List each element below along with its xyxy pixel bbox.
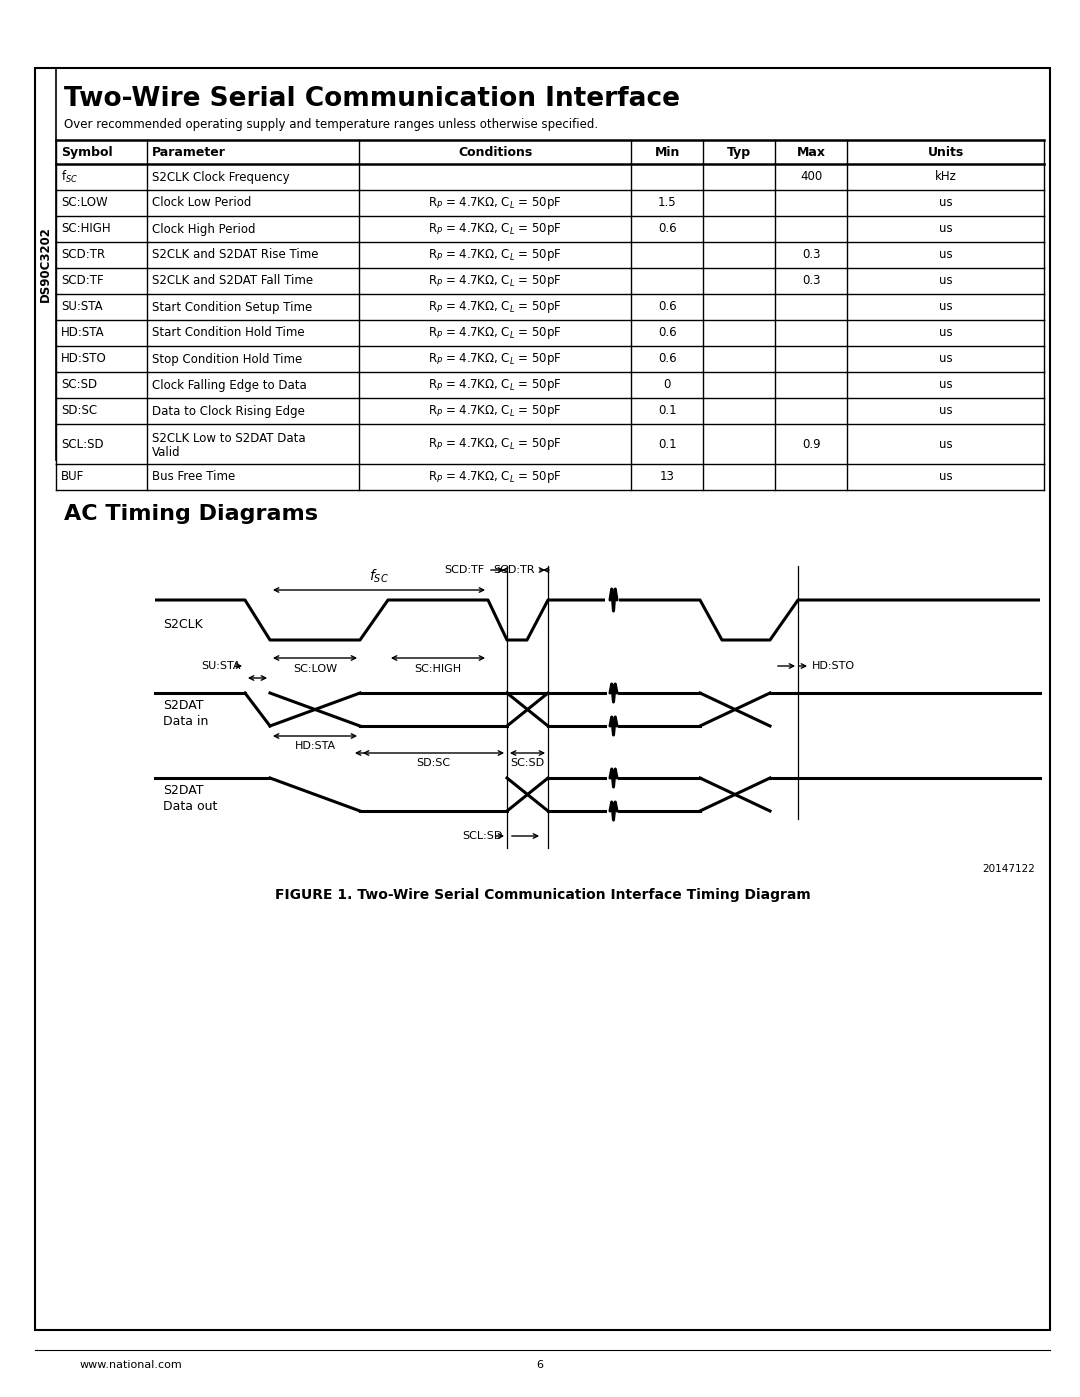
Text: FIGURE 1. Two-Wire Serial Communication Interface Timing Diagram: FIGURE 1. Two-Wire Serial Communication …	[274, 888, 810, 902]
Text: Bus Free Time: Bus Free Time	[152, 471, 235, 483]
Text: us: us	[939, 197, 953, 210]
Text: 0.1: 0.1	[658, 437, 676, 450]
Text: R$_P$ = 4.7KΩ, C$_L$ = 50pF: R$_P$ = 4.7KΩ, C$_L$ = 50pF	[429, 377, 562, 393]
Text: SCL:SD: SCL:SD	[60, 437, 104, 450]
Text: us: us	[939, 352, 953, 366]
Text: Max: Max	[797, 147, 826, 159]
Text: HD:STA: HD:STA	[295, 740, 336, 752]
Text: $f_{SC}$: $f_{SC}$	[369, 567, 389, 585]
Text: SC:HIGH: SC:HIGH	[415, 664, 461, 673]
Text: us: us	[939, 249, 953, 261]
Text: SD:SC: SD:SC	[417, 759, 450, 768]
Text: us: us	[939, 327, 953, 339]
Text: 0.9: 0.9	[802, 437, 821, 450]
Text: Conditions: Conditions	[458, 147, 532, 159]
Text: SCD:TR: SCD:TR	[60, 249, 105, 261]
Text: 0.3: 0.3	[802, 274, 821, 288]
Text: S2CLK and S2DAT Rise Time: S2CLK and S2DAT Rise Time	[152, 249, 319, 261]
Text: SCD:TF: SCD:TF	[60, 274, 104, 288]
Text: SC:HIGH: SC:HIGH	[60, 222, 110, 236]
Text: us: us	[939, 274, 953, 288]
Text: S2CLK Clock Frequency: S2CLK Clock Frequency	[152, 170, 289, 183]
Text: Typ: Typ	[727, 147, 752, 159]
Text: SCD:TR: SCD:TR	[494, 564, 535, 576]
Text: Two-Wire Serial Communication Interface: Two-Wire Serial Communication Interface	[64, 87, 680, 112]
Text: us: us	[939, 471, 953, 483]
Text: SC:LOW: SC:LOW	[60, 197, 108, 210]
Text: Min: Min	[654, 147, 679, 159]
Text: Valid: Valid	[152, 446, 180, 460]
Text: R$_P$ = 4.7KΩ, C$_L$ = 50pF: R$_P$ = 4.7KΩ, C$_L$ = 50pF	[429, 299, 562, 314]
Text: SD:SC: SD:SC	[60, 405, 97, 418]
Text: www.national.com: www.national.com	[80, 1361, 183, 1370]
Text: HD:STO: HD:STO	[812, 661, 855, 671]
Text: 0.6: 0.6	[658, 327, 676, 339]
Text: AC Timing Diagrams: AC Timing Diagrams	[64, 504, 318, 524]
Text: Stop Condition Hold Time: Stop Condition Hold Time	[152, 352, 302, 366]
Text: 0.6: 0.6	[658, 352, 676, 366]
Text: S2DAT
Data out: S2DAT Data out	[163, 784, 217, 813]
Text: SC:SD: SC:SD	[510, 759, 544, 768]
Text: Start Condition Setup Time: Start Condition Setup Time	[152, 300, 312, 313]
Text: 20147122: 20147122	[982, 863, 1035, 875]
Text: 0.6: 0.6	[658, 222, 676, 236]
Text: 0.1: 0.1	[658, 405, 676, 418]
Text: Clock Low Period: Clock Low Period	[152, 197, 252, 210]
Text: SU:STA: SU:STA	[202, 661, 241, 671]
Text: BUF: BUF	[60, 471, 84, 483]
Text: DS90C3202: DS90C3202	[39, 226, 52, 302]
Text: us: us	[939, 300, 953, 313]
Text: R$_P$ = 4.7KΩ, C$_L$ = 50pF: R$_P$ = 4.7KΩ, C$_L$ = 50pF	[429, 221, 562, 237]
Text: S2DAT
Data in: S2DAT Data in	[163, 698, 208, 728]
Text: R$_P$ = 4.7KΩ, C$_L$ = 50pF: R$_P$ = 4.7KΩ, C$_L$ = 50pF	[429, 247, 562, 263]
Text: Parameter: Parameter	[152, 147, 226, 159]
Text: S2CLK Low to S2DAT Data: S2CLK Low to S2DAT Data	[152, 432, 306, 446]
Text: us: us	[939, 405, 953, 418]
Text: Clock Falling Edge to Data: Clock Falling Edge to Data	[152, 379, 307, 391]
Text: S2CLK and S2DAT Fall Time: S2CLK and S2DAT Fall Time	[152, 274, 313, 288]
Text: HD:STO: HD:STO	[60, 352, 107, 366]
Text: 1.5: 1.5	[658, 197, 676, 210]
Text: S2CLK: S2CLK	[163, 617, 203, 630]
Text: us: us	[939, 379, 953, 391]
Text: Units: Units	[928, 147, 963, 159]
Text: 6: 6	[537, 1361, 543, 1370]
Text: R$_P$ = 4.7KΩ, C$_L$ = 50pF: R$_P$ = 4.7KΩ, C$_L$ = 50pF	[429, 272, 562, 289]
Text: Start Condition Hold Time: Start Condition Hold Time	[152, 327, 305, 339]
Text: R$_P$ = 4.7KΩ, C$_L$ = 50pF: R$_P$ = 4.7KΩ, C$_L$ = 50pF	[429, 196, 562, 211]
Text: R$_P$ = 4.7KΩ, C$_L$ = 50pF: R$_P$ = 4.7KΩ, C$_L$ = 50pF	[429, 351, 562, 367]
Text: us: us	[939, 437, 953, 450]
Text: Over recommended operating supply and temperature ranges unless otherwise specif: Over recommended operating supply and te…	[64, 117, 598, 131]
Text: R$_P$ = 4.7KΩ, C$_L$ = 50pF: R$_P$ = 4.7KΩ, C$_L$ = 50pF	[429, 402, 562, 419]
Text: Data to Clock Rising Edge: Data to Clock Rising Edge	[152, 405, 305, 418]
Text: Symbol: Symbol	[60, 147, 112, 159]
Text: SCL:SD: SCL:SD	[462, 831, 503, 841]
Text: 0: 0	[663, 379, 671, 391]
Text: kHz: kHz	[935, 170, 957, 183]
Text: HD:STA: HD:STA	[60, 327, 105, 339]
Text: f$_{SC}$: f$_{SC}$	[60, 169, 78, 184]
Text: us: us	[939, 222, 953, 236]
Text: R$_P$ = 4.7KΩ, C$_L$ = 50pF: R$_P$ = 4.7KΩ, C$_L$ = 50pF	[429, 436, 562, 453]
Text: 13: 13	[660, 471, 675, 483]
Text: Clock High Period: Clock High Period	[152, 222, 255, 236]
Text: SC:LOW: SC:LOW	[293, 664, 337, 673]
Text: SCD:TF: SCD:TF	[444, 564, 484, 576]
Text: R$_P$ = 4.7KΩ, C$_L$ = 50pF: R$_P$ = 4.7KΩ, C$_L$ = 50pF	[429, 469, 562, 485]
Text: 0.6: 0.6	[658, 300, 676, 313]
Text: 400: 400	[800, 170, 823, 183]
Text: R$_P$ = 4.7KΩ, C$_L$ = 50pF: R$_P$ = 4.7KΩ, C$_L$ = 50pF	[429, 326, 562, 341]
Text: SC:SD: SC:SD	[60, 379, 97, 391]
Text: SU:STA: SU:STA	[60, 300, 103, 313]
Text: 0.3: 0.3	[802, 249, 821, 261]
